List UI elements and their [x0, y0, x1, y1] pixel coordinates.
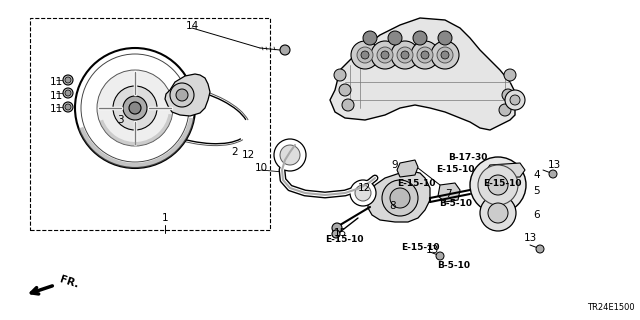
Text: 12: 12	[357, 183, 371, 193]
Text: E-15-10: E-15-10	[401, 244, 439, 252]
Circle shape	[510, 95, 520, 105]
Text: 7: 7	[445, 189, 451, 199]
Polygon shape	[330, 18, 515, 130]
Text: 11: 11	[49, 91, 63, 101]
Circle shape	[388, 31, 402, 45]
Text: 10: 10	[255, 163, 268, 173]
Circle shape	[63, 102, 73, 112]
Circle shape	[176, 89, 188, 101]
Circle shape	[280, 145, 300, 165]
Polygon shape	[368, 172, 430, 222]
Polygon shape	[438, 183, 460, 202]
Circle shape	[350, 180, 376, 206]
Text: 13: 13	[547, 160, 561, 170]
Circle shape	[478, 165, 518, 205]
Circle shape	[504, 69, 516, 81]
Circle shape	[480, 195, 516, 231]
Text: E-15-10: E-15-10	[324, 236, 364, 244]
Circle shape	[390, 188, 410, 208]
Circle shape	[438, 31, 452, 45]
Circle shape	[334, 69, 346, 81]
Circle shape	[65, 77, 71, 83]
Circle shape	[280, 45, 290, 55]
Text: 15: 15	[333, 228, 347, 238]
Circle shape	[499, 104, 511, 116]
Circle shape	[391, 41, 419, 69]
Text: 6: 6	[534, 210, 540, 220]
Circle shape	[505, 90, 525, 110]
Circle shape	[441, 51, 449, 59]
Circle shape	[342, 99, 354, 111]
Circle shape	[351, 41, 379, 69]
Circle shape	[75, 48, 195, 168]
Circle shape	[413, 31, 427, 45]
Text: 9: 9	[392, 160, 398, 170]
Text: B-5-10: B-5-10	[438, 260, 470, 269]
Circle shape	[97, 70, 173, 146]
Polygon shape	[485, 163, 525, 178]
Circle shape	[470, 157, 526, 213]
Circle shape	[421, 51, 429, 59]
Text: B-17-30: B-17-30	[448, 154, 488, 163]
Circle shape	[332, 223, 342, 233]
Circle shape	[502, 89, 514, 101]
Circle shape	[113, 86, 157, 130]
Text: B-5-10: B-5-10	[440, 199, 472, 209]
Circle shape	[65, 104, 71, 110]
Text: 12: 12	[241, 150, 255, 160]
Circle shape	[63, 75, 73, 85]
Circle shape	[536, 245, 544, 253]
Circle shape	[431, 41, 459, 69]
Circle shape	[397, 47, 413, 63]
Circle shape	[129, 102, 141, 114]
Circle shape	[65, 90, 71, 96]
Circle shape	[411, 41, 439, 69]
Circle shape	[382, 180, 418, 216]
Text: E-15-10: E-15-10	[483, 179, 521, 188]
Circle shape	[81, 54, 189, 162]
Wedge shape	[99, 114, 172, 146]
Text: 4: 4	[534, 170, 540, 180]
Circle shape	[355, 185, 371, 201]
Circle shape	[363, 31, 377, 45]
Circle shape	[417, 47, 433, 63]
Circle shape	[371, 41, 399, 69]
Text: 14: 14	[186, 21, 198, 31]
Text: 11: 11	[49, 104, 63, 114]
Text: E-15-10: E-15-10	[397, 179, 435, 188]
Circle shape	[381, 51, 389, 59]
Text: 11: 11	[49, 77, 63, 87]
Text: 2: 2	[232, 147, 238, 157]
Circle shape	[488, 175, 508, 195]
Text: TR24E1500: TR24E1500	[588, 303, 635, 312]
Circle shape	[332, 230, 340, 238]
Circle shape	[401, 51, 409, 59]
Text: 1: 1	[162, 213, 168, 223]
Text: 13: 13	[524, 233, 536, 243]
Circle shape	[339, 84, 351, 96]
Text: FR.: FR.	[58, 274, 79, 290]
Circle shape	[63, 88, 73, 98]
Wedge shape	[79, 117, 194, 168]
Circle shape	[123, 96, 147, 120]
Circle shape	[549, 170, 557, 178]
Polygon shape	[165, 74, 210, 116]
Text: E-15-10: E-15-10	[436, 165, 474, 174]
Circle shape	[170, 83, 194, 107]
Text: 13: 13	[426, 245, 438, 255]
Circle shape	[377, 47, 393, 63]
Text: 5: 5	[534, 186, 540, 196]
Text: 3: 3	[116, 115, 124, 125]
Circle shape	[436, 252, 444, 260]
Polygon shape	[397, 160, 418, 177]
Bar	[30, 18, 270, 230]
Text: 8: 8	[390, 201, 396, 211]
Circle shape	[274, 139, 306, 171]
Circle shape	[361, 51, 369, 59]
Circle shape	[488, 203, 508, 223]
Circle shape	[437, 47, 453, 63]
Circle shape	[357, 47, 373, 63]
